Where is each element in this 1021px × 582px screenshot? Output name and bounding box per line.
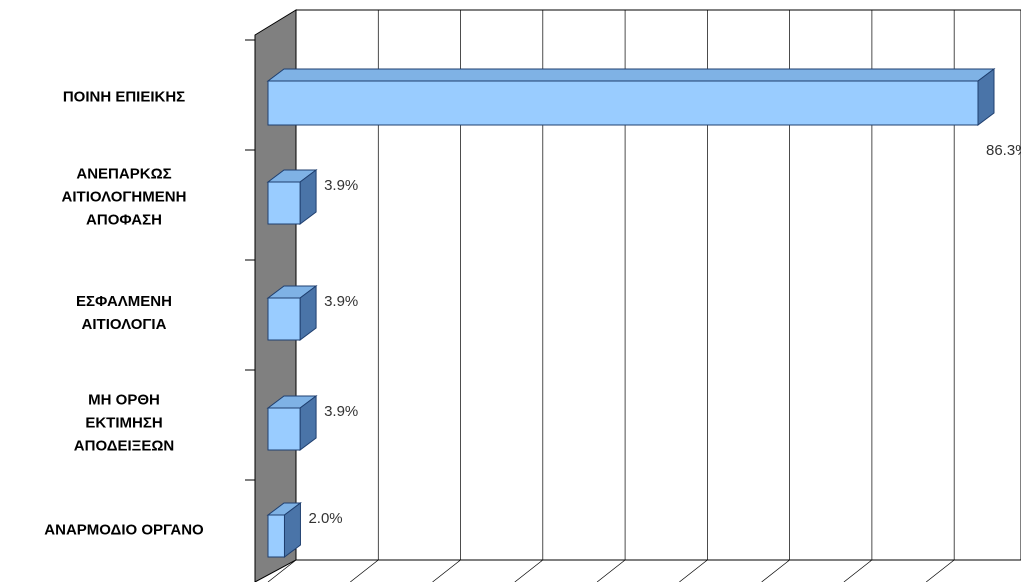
floor-line [432,559,461,582]
value-label: 2.0% [308,510,342,527]
category-label: ΑΝΕΠΑΡΚΩΣ ΑΙΤΙΟΛΟΓΗΜΕΝΗ ΑΠΟΦΑΣΗ [61,165,187,229]
value-label: 3.9% [324,403,358,420]
floor-line [514,559,544,582]
value-label: 3.9% [324,177,358,194]
bar-top [266,68,996,82]
bar [267,80,979,126]
value-label: 3.9% [324,293,358,310]
category-label: ΠΟΙΝΗ ΕΠΙΕΙΚΗΣ [62,88,186,106]
floor-line [761,559,790,582]
floor-line [596,559,626,582]
category-label: ΜΗ ΟΡΘΗ ΕΚΤΙΜΗΣΗ ΑΠΟΔΕΙΞΕΩΝ [73,391,175,455]
category-label: ΑΝΑΡΜΟΔΙΟ ΟΡΓΑΝΟ [44,521,204,539]
bar [267,181,301,225]
floor-line [350,559,379,582]
bar [267,407,301,451]
category-label: ΕΣΦΑΛΜΕΝΗ ΑΙΤΙΟΛΟΓΙΑ [76,293,172,333]
floor-line [679,559,708,582]
floor-line [843,559,873,582]
bar [267,514,285,558]
floor-line [267,559,297,582]
axis-ticks [245,39,255,481]
value-label: 86.3% [986,142,1021,159]
bar [267,297,301,341]
floor-line [925,559,955,582]
